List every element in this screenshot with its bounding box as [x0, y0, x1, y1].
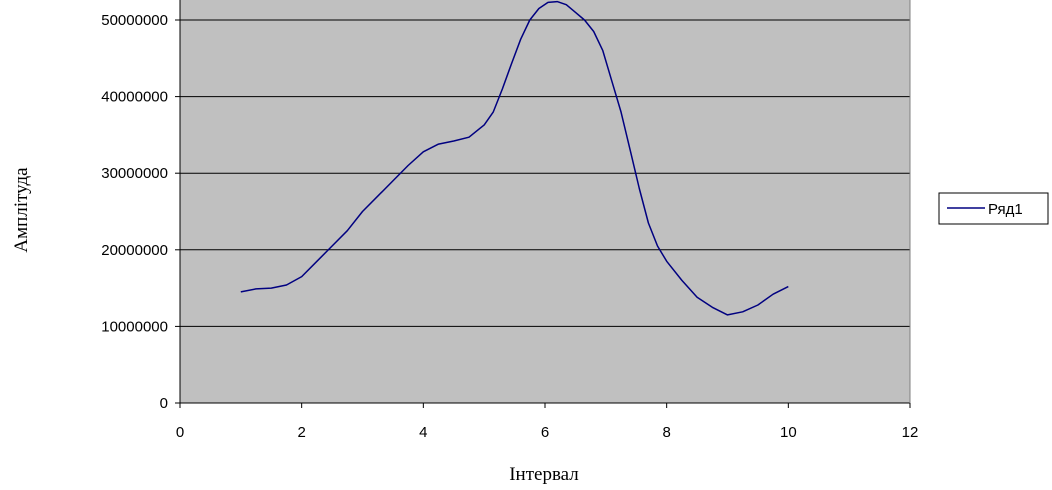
x-tick-label: 0 — [176, 424, 184, 441]
x-tick-label: 8 — [662, 424, 670, 441]
legend: Ряд1 — [938, 192, 1049, 225]
y-tick-label: 30000000 — [101, 165, 168, 182]
y-tick-label: 20000000 — [101, 242, 168, 259]
x-tick-label: 6 — [541, 424, 549, 441]
x-tick-label: 4 — [419, 424, 427, 441]
series-layer — [240, 0, 789, 316]
y-tick-label: 40000000 — [101, 89, 168, 106]
x-tick-label: 10 — [780, 424, 797, 441]
legend-label: Ряд1 — [988, 201, 1023, 218]
series-line-1 — [240, 0, 789, 316]
x-tick-label: 12 — [902, 424, 919, 441]
gridlines — [180, 19, 910, 327]
y-tick-label: 50000000 — [101, 12, 168, 29]
y-tick-label: 10000000 — [101, 318, 168, 335]
x-tick-label: 2 — [297, 424, 305, 441]
plot-area — [180, 0, 910, 403]
x-axis-title: Інтервал — [509, 464, 579, 485]
y-tick-label: 0 — [160, 395, 168, 412]
y-axis-title: Амплітуда — [11, 167, 32, 253]
tick-labels: 0 10000000 20000000 30000000 40000000 5000000… — [101, 12, 918, 441]
axes — [175, 0, 911, 408]
